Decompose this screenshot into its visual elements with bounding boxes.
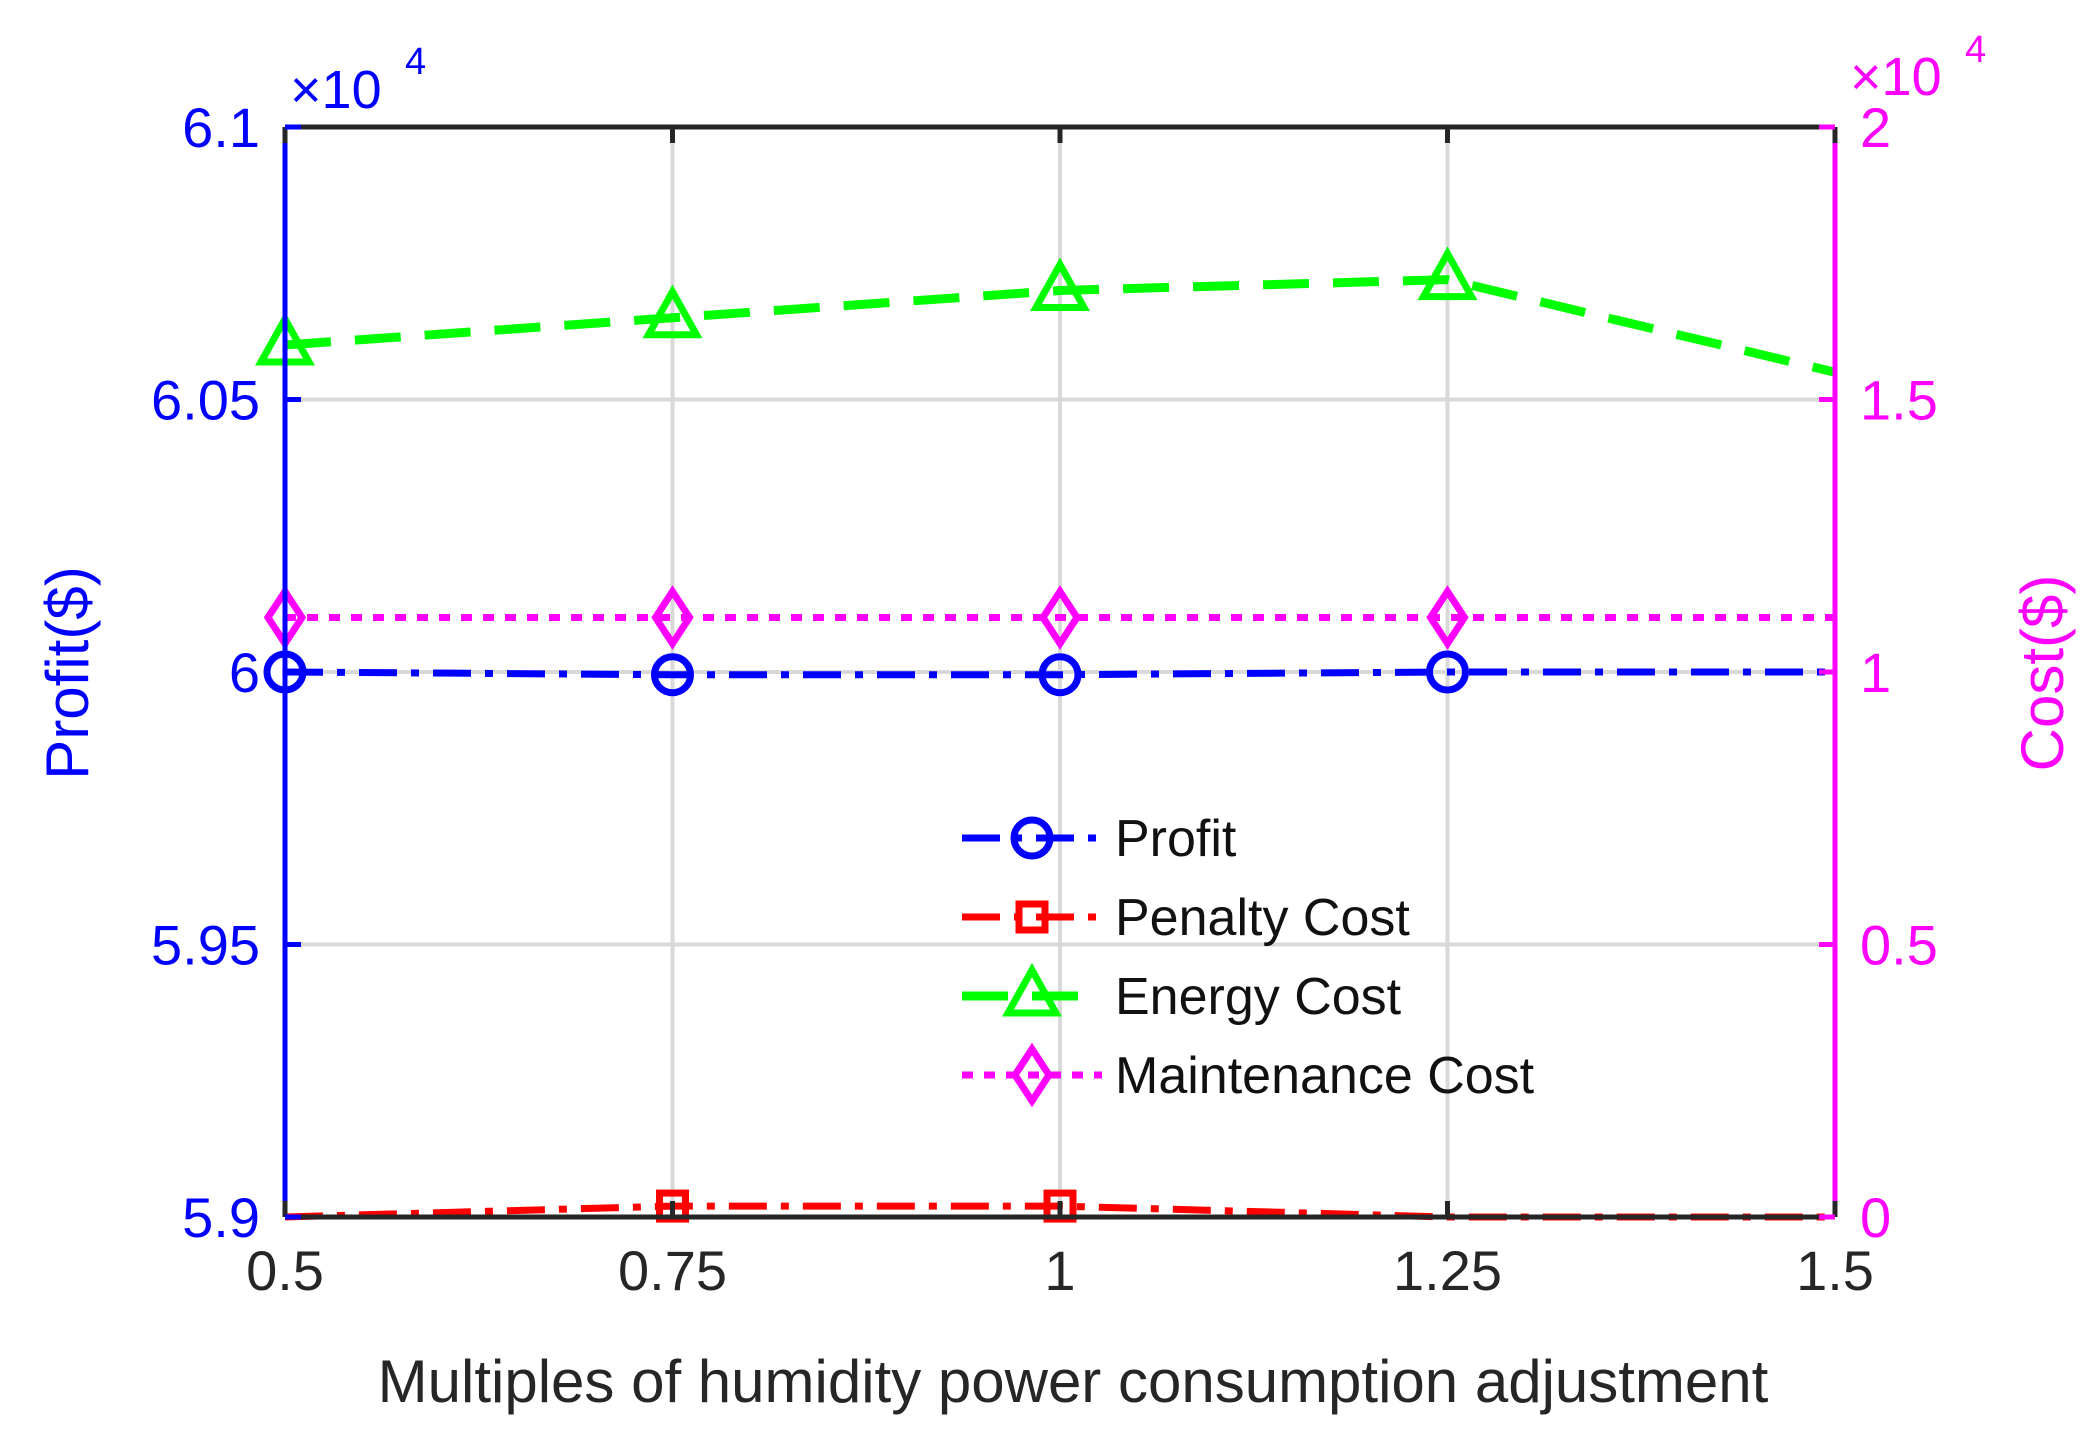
x-tick-label: 0.75	[618, 1239, 727, 1302]
legend: Profit Penalty Cost Energy Cost Maintenance…	[962, 810, 1535, 1108]
legend-item-penalty-cost: Penalty Cost	[962, 889, 1410, 947]
y-left-tick-label: 5.9	[182, 1186, 260, 1249]
triangle-marker	[642, 284, 703, 339]
diamond-marker	[651, 585, 694, 650]
y-left-tick-label: 5.95	[151, 914, 260, 977]
y-left-exponent: ×10 4	[290, 41, 426, 120]
y-left-tick-label: 6	[229, 641, 260, 704]
y-right-tick-label: 0	[1860, 1186, 1891, 1249]
series-maintenance-cost	[263, 585, 1835, 650]
y-left-tick-label: 6.1	[182, 96, 260, 159]
series-line	[284, 275, 1837, 377]
circle-marker	[1426, 650, 1469, 694]
y-right-tick-label: 0.5	[1860, 914, 1938, 977]
legend-label: Maintenance Cost	[1115, 1047, 1535, 1105]
legend-label: Penalty Cost	[1115, 889, 1410, 947]
legend-label: Energy Cost	[1115, 968, 1402, 1026]
diamond-marker	[1010, 1042, 1054, 1108]
x-tick-label: 1.25	[1393, 1239, 1502, 1302]
axis-labels: Multiples of humidity power consumption …	[34, 29, 2076, 1415]
circle-marker	[1038, 653, 1082, 697]
y-left-tick-label: 6.05	[151, 369, 260, 432]
x-axis-title: Multiples of humidity power consumption …	[378, 1348, 1769, 1415]
x-tick-label: 1	[1044, 1239, 1075, 1302]
y-right-axis-title: Cost($)	[2009, 575, 2076, 772]
square-marker	[1015, 900, 1049, 934]
triangle-marker	[1417, 246, 1478, 301]
series-line	[284, 668, 1835, 679]
diamond-marker	[1426, 585, 1469, 650]
legend-label: Profit	[1115, 810, 1237, 868]
circle-marker	[1010, 816, 1054, 860]
triangle-marker	[1030, 257, 1090, 311]
y-right-tick-label: 1	[1860, 641, 1891, 704]
y-left-axis-title: Profit($)	[34, 566, 101, 779]
diamond-marker	[1038, 585, 1082, 650]
y-right-exponent: ×10 4	[1850, 29, 1986, 107]
x-tick-label: 0.5	[246, 1239, 324, 1302]
legend-item-profit: Profit	[962, 810, 1237, 868]
circle-marker	[651, 653, 694, 697]
y-right-exponent-base: ×10	[1850, 47, 1942, 107]
x-tick-label: 1.5	[1796, 1239, 1874, 1302]
y-right-tick-label: 1.5	[1860, 369, 1938, 432]
y-right-tick-label: 2	[1860, 96, 1891, 159]
legend-item-maintenance-cost: Maintenance Cost	[962, 1042, 1535, 1108]
y-left-exponent-base: ×10	[290, 60, 382, 120]
y-left-exponent-power: 4	[405, 41, 426, 83]
y-right-exponent-power: 4	[1965, 29, 1986, 71]
legend-item-energy-cost: Energy Cost	[962, 962, 1402, 1026]
axes: 0.5 0.75 1 1.25 1.5 5.9 5.95 6 6.05 6.1 0 0.5 1 1.5 2	[151, 96, 1938, 1302]
triangle-marker	[1002, 962, 1062, 1017]
